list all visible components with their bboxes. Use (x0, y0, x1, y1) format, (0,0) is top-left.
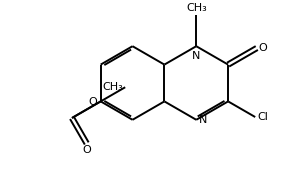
Text: O: O (259, 43, 267, 53)
Text: O: O (82, 145, 91, 155)
Text: CH₃: CH₃ (186, 3, 207, 13)
Text: N: N (199, 115, 208, 125)
Text: CH₃: CH₃ (102, 82, 123, 92)
Text: Cl: Cl (257, 112, 268, 122)
Text: O: O (88, 97, 97, 107)
Text: N: N (192, 51, 200, 61)
